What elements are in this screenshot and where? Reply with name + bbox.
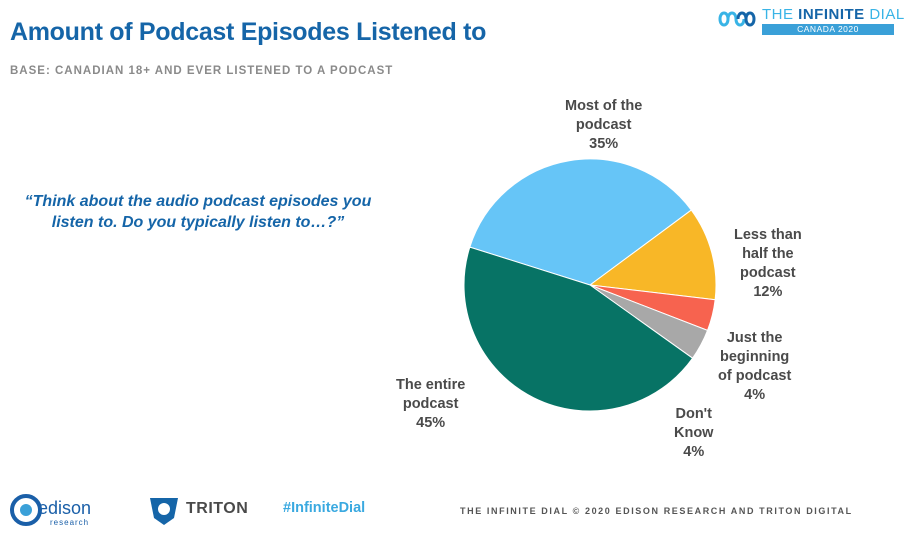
slice-label-entire: The entire podcast 45% <box>396 377 466 431</box>
triton-wordmark: TRITON <box>186 500 249 517</box>
slice-label-most: Most of the podcast 35% <box>565 98 643 152</box>
infinity-icon <box>718 11 756 27</box>
infinite-dial-logo: THE INFINITE DIAL CANADA 2020 <box>718 6 904 35</box>
logo-wordmark: THE INFINITE DIAL <box>762 6 905 23</box>
edison-wordmark: edison <box>38 498 92 518</box>
pie-slice-less-than-half-the-podcast <box>588 209 717 301</box>
pie-slice-most-of-the-podcast <box>469 158 692 286</box>
triton-logo: TRITON <box>146 492 249 528</box>
pie-slice-the-entire-podcast <box>463 246 694 412</box>
edison-logo: edison research <box>8 490 108 530</box>
slice-label-beginning: Just the beginning of podcast 4% <box>718 330 792 403</box>
survey-question: “Think about the audio podcast episodes … <box>24 193 372 231</box>
slice-label-less-than-half: Less than half the podcast 12% <box>734 227 802 300</box>
triton-shield-icon <box>150 498 178 525</box>
hashtag: #InfiniteDial <box>283 500 366 516</box>
edison-subtitle: research <box>50 518 90 527</box>
edison-swirl-icon <box>10 494 42 526</box>
footer-credit: THE INFINITE DIAL © 2020 EDISON RESEARCH… <box>460 506 853 516</box>
logo-country: CANADA 2020 <box>762 24 894 35</box>
slice-label-dont-know: Don't Know 4% <box>674 406 714 460</box>
page-title: Amount of Podcast Episodes Listened to <box>10 18 487 46</box>
base-note: BASE: CANADIAN 18+ AND EVER LISTENED TO … <box>10 65 394 77</box>
